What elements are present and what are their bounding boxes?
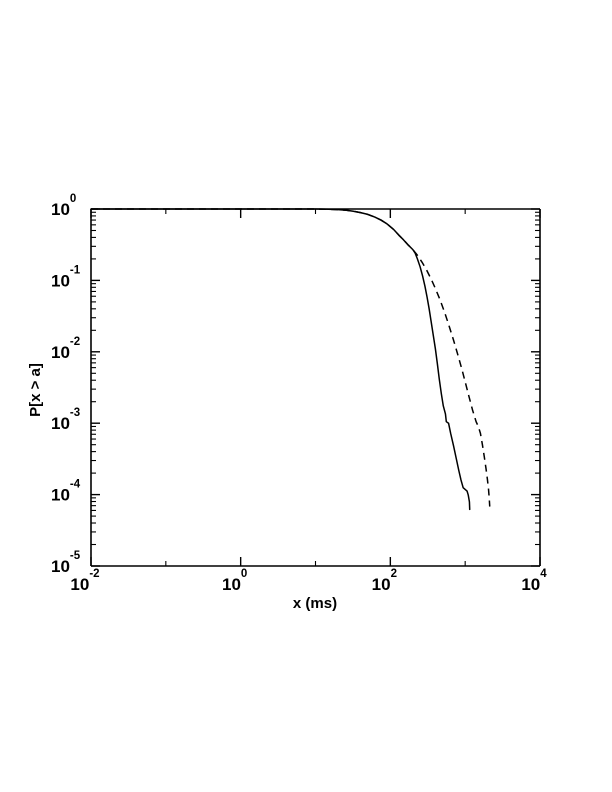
data-curves (90, 208, 491, 511)
x-axis-title: x (ms) (293, 595, 337, 612)
axis-ticks (90, 208, 541, 567)
y-tick-label-2: 10-2 (51, 336, 80, 362)
y-axis-title: P[x > a] (27, 363, 44, 417)
x-tick-label-1: 100 (222, 568, 247, 594)
y-tick-labels: 100 10-1 10-2 10-3 10-4 10-5 (51, 193, 81, 576)
x-tick-label-0: 10-2 (70, 568, 99, 594)
y-tick-label-1: 10-1 (51, 264, 81, 290)
y-tick-label-4: 10-4 (51, 479, 81, 505)
series-solid-curve (90, 208, 471, 511)
y-tick-label-5: 10-5 (51, 550, 81, 576)
y-tick-label-0: 100 (51, 193, 76, 219)
x-tick-labels: 10-2 100 102 104 (70, 568, 547, 594)
x-tick-label-2: 102 (372, 568, 397, 594)
y-tick-label-3: 10-3 (51, 407, 80, 433)
x-tick-label-3: 104 (521, 568, 547, 594)
series-dashed-curve (91, 208, 491, 507)
